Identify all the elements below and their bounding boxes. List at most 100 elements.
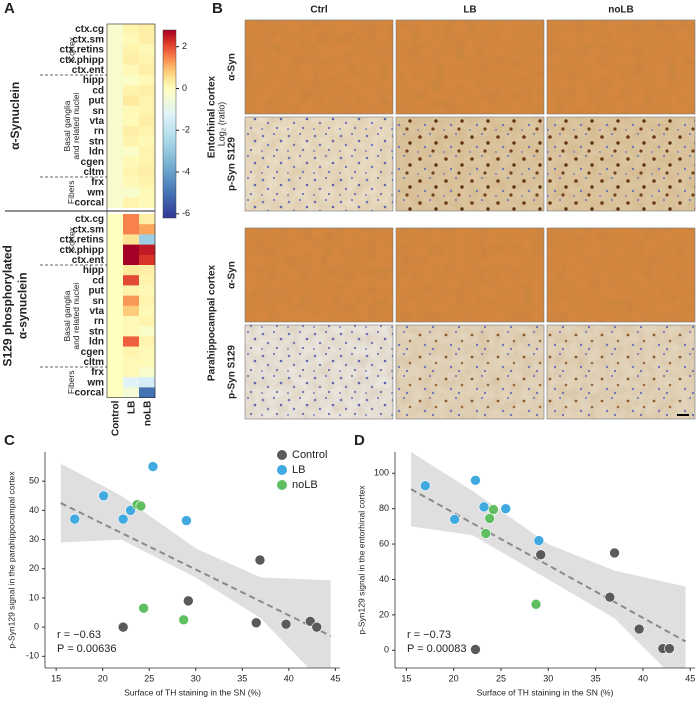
heatmap-cell — [107, 326, 124, 337]
heatmap-cell — [107, 275, 124, 286]
y-tick-label: 20 — [29, 563, 39, 573]
heatmap-cell — [123, 44, 140, 55]
row-label: vta — [90, 116, 105, 127]
row-label: p-Syn S129 — [227, 137, 238, 191]
x-axis-label: Surface of TH staining in the SN (%) — [124, 687, 261, 697]
heatmap-cell — [123, 305, 140, 317]
data-point — [311, 621, 323, 633]
heatmap-cell — [107, 285, 124, 296]
legend-label: Control — [292, 449, 327, 461]
row-label: cltm — [83, 167, 104, 178]
heatmap-cell — [107, 254, 124, 266]
x-tick-label: 20 — [449, 673, 459, 683]
stat-annotation: P = 0.00636 — [57, 643, 116, 655]
block-title: S129 phosphorylated — [1, 245, 15, 366]
data-point — [488, 504, 499, 515]
x-tick-label: 25 — [144, 673, 154, 683]
heatmap-cell — [123, 254, 140, 266]
row-label: ctx.retins — [60, 235, 105, 246]
row-label: vta — [90, 306, 105, 317]
row-label: frx — [91, 367, 104, 378]
x-tick-label: 40 — [284, 673, 294, 683]
heatmap-cell — [139, 244, 156, 256]
data-point — [604, 591, 616, 603]
column-label: LB — [127, 401, 138, 414]
micrograph-frame — [244, 227, 394, 323]
heatmap-cell — [139, 265, 156, 276]
y-tick-label: 10 — [29, 592, 39, 602]
heatmap-cell — [107, 166, 124, 178]
regression-line — [60, 502, 332, 637]
row-label: cgen — [81, 347, 104, 358]
stat-annotation: r = −0.73 — [407, 629, 451, 641]
heatmap-cell — [139, 126, 156, 137]
heatmap-cell — [123, 377, 140, 388]
heatmap-cell — [139, 115, 156, 127]
panel-label: B — [212, 0, 223, 17]
heatmap-cell — [139, 85, 156, 96]
row-label: ctx.sm — [72, 224, 104, 235]
heatmap-cell — [107, 146, 124, 157]
heatmap-cell — [123, 85, 140, 96]
heatmap-cell — [107, 24, 124, 35]
row-label: ctx.ent — [72, 65, 105, 76]
data-point — [470, 644, 481, 655]
heatmap-cell — [123, 197, 140, 208]
heatmap-cell — [107, 44, 124, 55]
row-label: cd — [92, 85, 104, 96]
heatmap-cell — [139, 254, 156, 266]
heatmap-cell — [107, 265, 124, 276]
y-tick-label: 50 — [29, 476, 39, 486]
data-point — [419, 480, 431, 491]
heatmap-cell — [123, 356, 140, 368]
block-title: α-Synuclein — [8, 82, 22, 150]
panel-label: C — [4, 432, 15, 449]
heatmap-cell — [139, 177, 156, 188]
row-label: hipp — [83, 265, 104, 276]
heatmap-cell — [123, 177, 140, 188]
group-label: Cortex — [66, 226, 76, 252]
row-label: ctx.cg — [75, 214, 104, 225]
heatmap-cell — [123, 275, 140, 286]
heatmap-cell — [107, 85, 124, 96]
x-tick-label: 45 — [685, 673, 695, 683]
y-tick-label: 30 — [29, 534, 39, 544]
micrograph-frame — [244, 19, 394, 115]
heatmap-cell — [139, 356, 156, 368]
y-axis-label: p-Syn129 signal in the entorhinal cortex — [356, 485, 366, 635]
heatmap-cell — [107, 295, 124, 307]
row-label: ldn — [89, 147, 104, 158]
micrograph-texture — [396, 20, 544, 114]
panel-label: A — [4, 0, 15, 17]
row-label: ctx.ent — [72, 255, 105, 266]
heatmap-cell — [107, 75, 124, 86]
heatmap-cell — [123, 115, 140, 127]
heatmap-cell — [139, 95, 156, 106]
heatmap-cell — [107, 214, 124, 225]
x-tick-label: 35 — [591, 673, 601, 683]
heatmap-cell — [123, 34, 140, 45]
heatmap-cell — [139, 54, 156, 66]
micrograph-frame — [244, 116, 394, 212]
heatmap-cell — [123, 234, 140, 245]
heatmap-cell — [123, 316, 140, 327]
heatmap-cell — [107, 377, 124, 388]
heatmap-cell — [139, 24, 156, 35]
stat-annotation: r = −0.63 — [57, 629, 101, 641]
row-label: wm — [86, 377, 104, 388]
heatmap-cell — [139, 336, 156, 347]
heatmap-cell — [123, 295, 140, 307]
colorbar-label: Log₂ (ratio) — [216, 102, 226, 147]
data-point — [535, 549, 547, 560]
y-tick-label: 40 — [29, 505, 39, 515]
heatmap-cell — [107, 95, 124, 106]
legend-marker — [277, 450, 287, 460]
heatmap-cell — [139, 166, 156, 178]
heatmap-cell — [139, 75, 156, 86]
micrograph-frame — [546, 227, 696, 323]
row-label: ldn — [89, 337, 104, 348]
heatmap-frame — [106, 23, 156, 398]
row-label: frx — [91, 177, 104, 188]
heatmap-cell — [123, 75, 140, 86]
